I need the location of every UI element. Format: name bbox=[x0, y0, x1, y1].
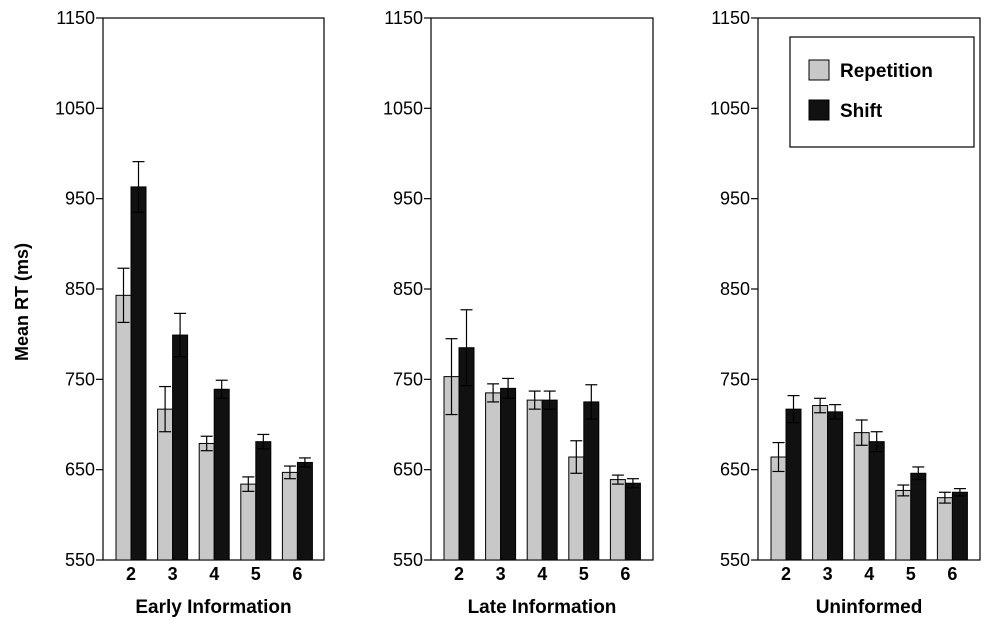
x-tick-label: 6 bbox=[947, 564, 957, 584]
bar-repetition bbox=[853, 432, 870, 561]
x-tick-label: 5 bbox=[251, 564, 261, 584]
y-tick-label: 950 bbox=[65, 189, 95, 209]
y-tick-label: 550 bbox=[393, 550, 423, 570]
legend-label-repetition: Repetition bbox=[840, 61, 933, 82]
y-tick-label: 650 bbox=[393, 460, 423, 480]
legend-label-shift: Shift bbox=[840, 101, 883, 122]
y-tick-label: 850 bbox=[65, 279, 95, 299]
y-tick-label: 1150 bbox=[384, 8, 423, 28]
bar-shift bbox=[624, 482, 641, 561]
x-tick-label: 3 bbox=[823, 564, 833, 584]
y-tick-label: 750 bbox=[65, 369, 95, 389]
bar-repetition bbox=[198, 442, 215, 561]
bar-repetition bbox=[485, 392, 502, 561]
y-tick-label: 950 bbox=[393, 189, 423, 209]
bar-shift bbox=[296, 461, 313, 561]
bar-shift bbox=[130, 186, 147, 561]
bar-shift bbox=[827, 411, 844, 561]
bar-repetition bbox=[115, 294, 132, 561]
y-tick-label: 850 bbox=[393, 279, 423, 299]
bar-shift bbox=[785, 408, 802, 561]
panel-xlabel: Uninformed bbox=[816, 597, 923, 618]
y-tick-label: 550 bbox=[720, 550, 750, 570]
x-tick-label: 2 bbox=[126, 564, 136, 584]
y-tick-label: 1150 bbox=[711, 8, 750, 28]
x-tick-label: 4 bbox=[537, 564, 547, 584]
bar-shift bbox=[583, 401, 600, 561]
bar-shift bbox=[951, 491, 968, 561]
bar-repetition bbox=[812, 405, 829, 561]
bar-shift bbox=[500, 387, 517, 561]
y-tick-label: 650 bbox=[65, 460, 95, 480]
y-tick-label: 1050 bbox=[383, 98, 423, 118]
y-tick-label: 750 bbox=[393, 369, 423, 389]
panel-xlabel: Early Information bbox=[135, 597, 291, 618]
x-tick-label: 5 bbox=[579, 564, 589, 584]
y-tick-label: 750 bbox=[720, 369, 750, 389]
bar-repetition bbox=[936, 497, 953, 561]
y-tick-label: 1050 bbox=[710, 98, 750, 118]
bar-repetition bbox=[281, 471, 298, 561]
bar-shift bbox=[255, 441, 272, 561]
bar-shift bbox=[172, 334, 189, 561]
x-tick-label: 5 bbox=[906, 564, 916, 584]
x-tick-label: 3 bbox=[168, 564, 178, 584]
legend-box bbox=[789, 36, 975, 148]
x-tick-label: 4 bbox=[209, 564, 219, 584]
x-tick-label: 2 bbox=[454, 564, 464, 584]
x-tick-label: 4 bbox=[864, 564, 874, 584]
panel-xlabel: Late Information bbox=[468, 597, 617, 618]
y-tick-label: 1050 bbox=[55, 98, 95, 118]
bar-repetition bbox=[609, 479, 626, 561]
bar-shift bbox=[541, 399, 558, 561]
bar-shift bbox=[868, 441, 885, 561]
bar-repetition bbox=[770, 456, 787, 561]
legend-swatch-repetition bbox=[808, 59, 830, 81]
legend-swatch-shift bbox=[808, 99, 830, 121]
y-tick-label: 650 bbox=[720, 460, 750, 480]
y-tick-label: 850 bbox=[720, 279, 750, 299]
y-tick-label: 950 bbox=[720, 189, 750, 209]
x-tick-label: 6 bbox=[620, 564, 630, 584]
legend: Repetition Shift bbox=[789, 36, 975, 148]
x-tick-label: 2 bbox=[781, 564, 791, 584]
y-axis-label: Mean RT (ms) bbox=[12, 243, 32, 361]
x-tick-label: 6 bbox=[292, 564, 302, 584]
bar-shift bbox=[213, 388, 230, 561]
panel-3: 550 650 750 850 950 1050 1150 2 3 4 5 6 Uninformed bbox=[710, 8, 981, 618]
y-tick-label: 1150 bbox=[56, 8, 95, 28]
bar-repetition bbox=[895, 489, 912, 561]
bar-repetition bbox=[240, 483, 257, 561]
x-tick-label: 3 bbox=[496, 564, 506, 584]
y-tick-label: 550 bbox=[65, 550, 95, 570]
bar-repetition bbox=[526, 399, 543, 561]
bar-shift bbox=[910, 472, 927, 561]
